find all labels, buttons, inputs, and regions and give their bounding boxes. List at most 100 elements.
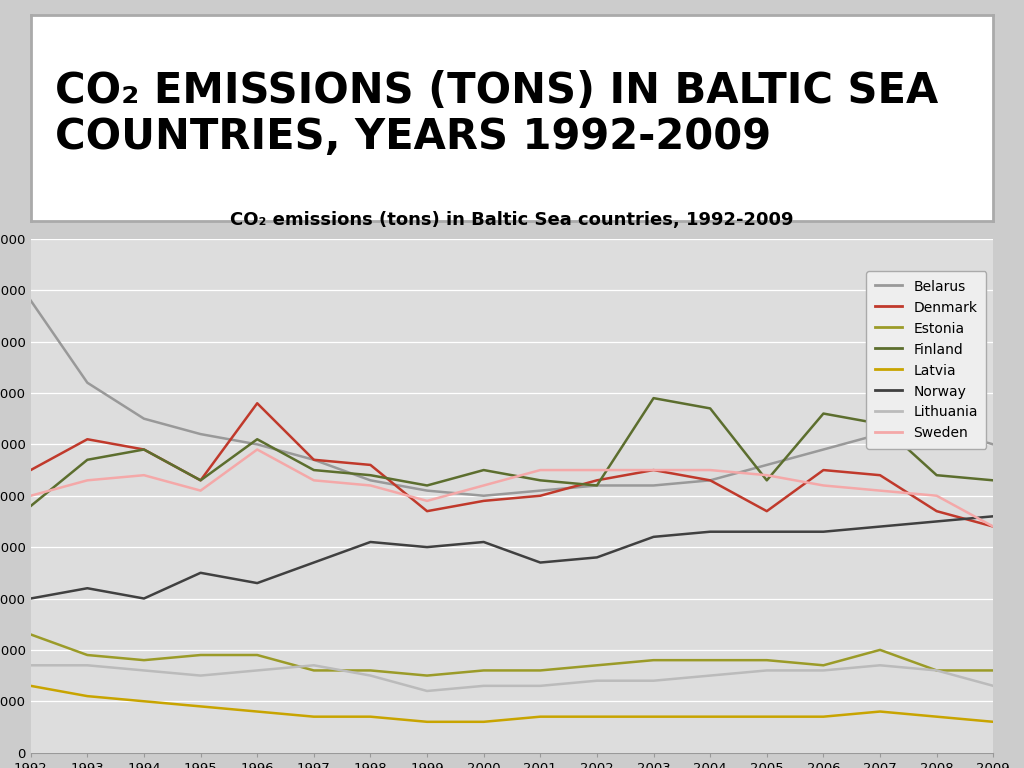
Line: Finland: Finland [31,398,993,506]
Estonia [195,650,207,660]
Estonia [421,671,433,680]
Lithuania [761,666,773,675]
Finland [535,475,547,485]
Sweden [761,471,773,480]
Norway [591,553,603,562]
Norway [138,594,151,603]
Sweden [705,465,717,475]
Lithuania [535,681,547,690]
Belarus [987,440,999,449]
Finland [591,481,603,490]
Sweden [81,475,93,485]
Lithuania [817,666,829,675]
Line: Belarus: Belarus [31,300,993,496]
Line: Estonia: Estonia [31,634,993,676]
Estonia [987,666,999,675]
Sweden [307,475,319,485]
Denmark [761,507,773,516]
Latvia [873,707,886,716]
Latvia [817,712,829,721]
Sweden [817,481,829,490]
Estonia [817,660,829,670]
Finland [421,481,433,490]
Finland [365,471,377,480]
Estonia [591,660,603,670]
Denmark [477,496,489,505]
Belarus [761,460,773,469]
Belarus [705,475,717,485]
Finland [251,435,263,444]
Finland [138,445,151,454]
Finland [477,465,489,475]
Norway [251,578,263,588]
Finland [987,475,999,485]
Finland [81,455,93,465]
Sweden [251,445,263,454]
Denmark [421,507,433,516]
Denmark [873,471,886,480]
Line: Denmark: Denmark [31,403,993,527]
Line: Sweden: Sweden [31,449,993,527]
Finland [705,404,717,413]
Norway [817,527,829,536]
Estonia [931,666,943,675]
Belarus [591,481,603,490]
Sweden [195,486,207,495]
Estonia [81,650,93,660]
Latvia [307,712,319,721]
Lithuania [421,687,433,696]
Denmark [647,465,659,475]
Latvia [647,712,659,721]
Belarus [365,475,377,485]
Lithuania [251,666,263,675]
Finland [647,393,659,402]
Latvia [931,712,943,721]
Denmark [25,465,37,475]
Belarus [817,445,829,454]
Legend: Belarus, Denmark, Estonia, Finland, Latvia, Norway, Lithuania, Sweden: Belarus, Denmark, Estonia, Finland, Latv… [866,272,986,449]
Latvia [705,712,717,721]
Sweden [138,471,151,480]
Estonia [477,666,489,675]
Title: CO₂ emissions (tons) in Baltic Sea countries, 1992-2009: CO₂ emissions (tons) in Baltic Sea count… [230,211,794,229]
Line: Latvia: Latvia [31,686,993,722]
Sweden [987,522,999,531]
Belarus [931,425,943,434]
Sweden [365,481,377,490]
Norway [25,594,37,603]
Latvia [477,717,489,727]
Estonia [251,650,263,660]
Latvia [761,712,773,721]
Denmark [931,507,943,516]
Estonia [705,656,717,665]
Sweden [25,492,37,501]
Norway [873,522,886,531]
Latvia [421,717,433,727]
Latvia [81,691,93,700]
Lithuania [647,676,659,685]
Norway [535,558,547,567]
Lithuania [81,660,93,670]
Finland [307,465,319,475]
Estonia [647,656,659,665]
Latvia [535,712,547,721]
Norway [195,568,207,578]
Denmark [81,435,93,444]
Lithuania [365,671,377,680]
Norway [307,558,319,567]
Finland [25,502,37,511]
Denmark [307,455,319,465]
Lithuania [705,671,717,680]
Finland [873,419,886,429]
Belarus [873,429,886,439]
Denmark [138,445,151,454]
Norway [365,538,377,547]
Sweden [477,481,489,490]
Line: Lithuania: Lithuania [31,665,993,691]
Latvia [251,707,263,716]
Sweden [931,492,943,501]
Sweden [421,496,433,505]
Norway [931,517,943,526]
Belarus [138,414,151,423]
Estonia [761,656,773,665]
